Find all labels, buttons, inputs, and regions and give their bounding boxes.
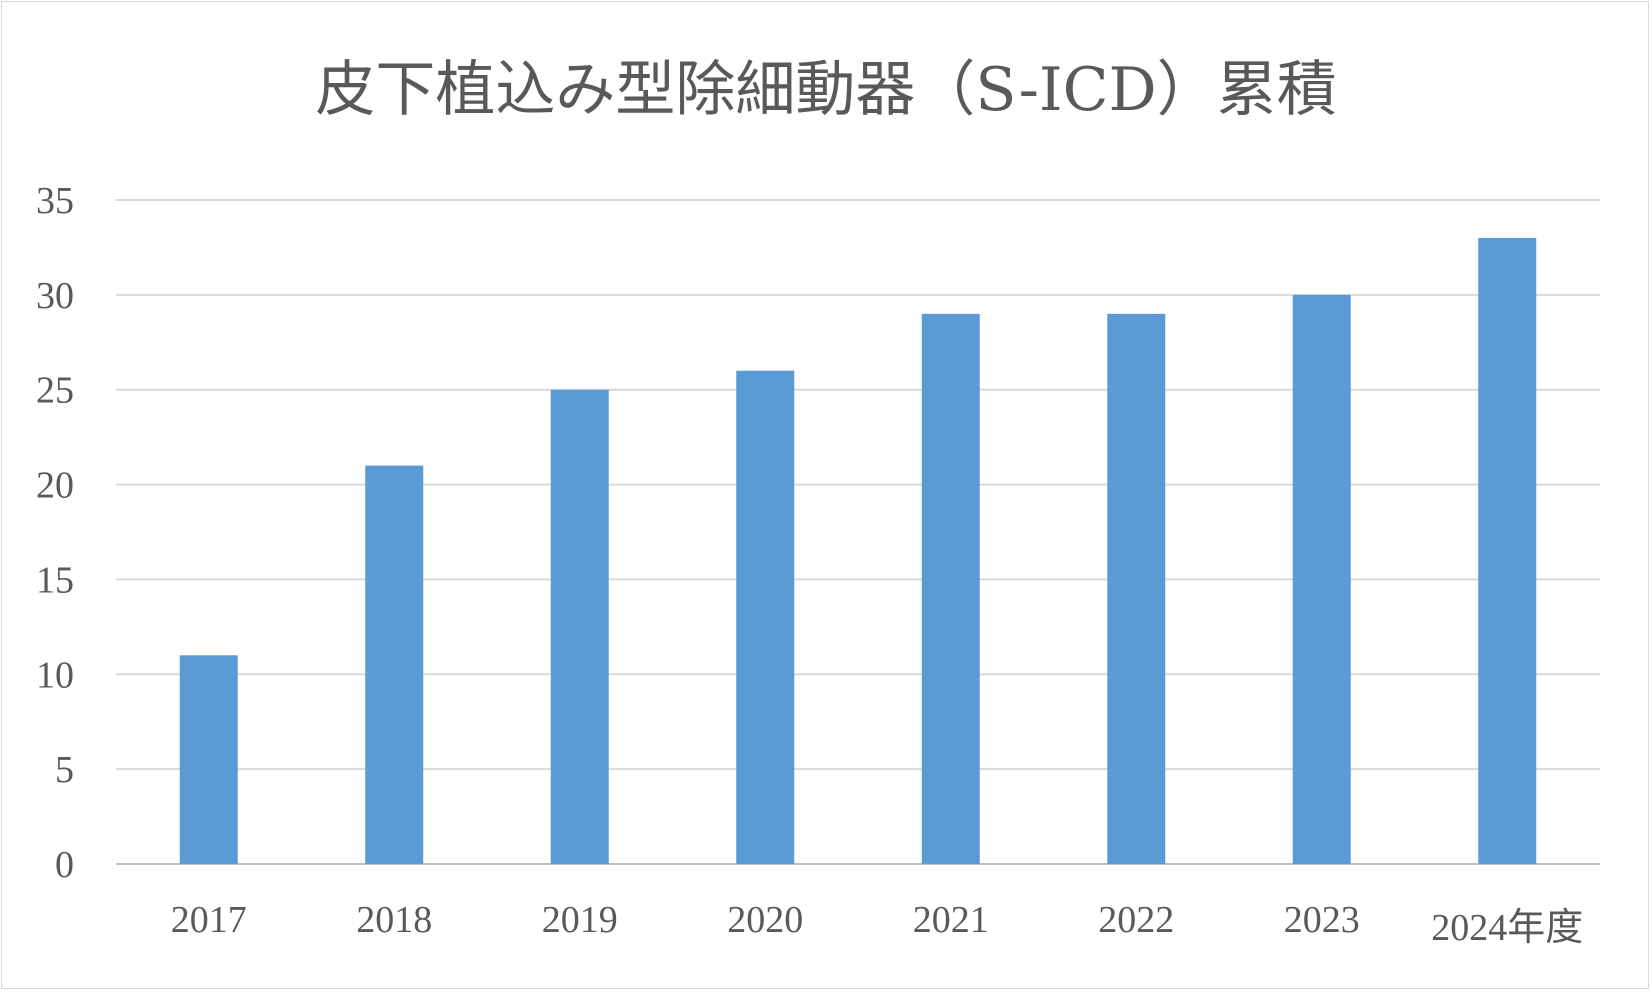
y-tick-label: 0 xyxy=(55,844,74,886)
bar xyxy=(1478,237,1537,864)
x-tick-label: 2018 xyxy=(356,899,432,941)
bar xyxy=(550,389,609,864)
y-tick-label: 20 xyxy=(36,465,74,507)
y-tick-label: 30 xyxy=(36,275,74,317)
x-tick-label: 2017 xyxy=(171,899,247,941)
x-tick-label: 2020 xyxy=(727,899,803,941)
bar xyxy=(736,370,795,864)
bar xyxy=(365,465,424,864)
bar xyxy=(179,655,238,864)
x-axis-ticks: 2017 2018 2019 2020 2021 2022 2023 2024年度 xyxy=(171,899,1584,949)
gridlines xyxy=(116,199,1600,865)
bar xyxy=(921,313,980,864)
y-axis-ticks: 0 5 10 15 20 25 30 35 xyxy=(36,180,74,886)
x-tick-label: 2024年度 xyxy=(1431,907,1583,949)
y-tick-label: 5 xyxy=(55,749,74,791)
bar xyxy=(1292,294,1351,864)
y-tick-label: 15 xyxy=(36,559,74,601)
chart-title: 皮下植込み型除細動器（S-ICD）累積 xyxy=(315,55,1336,125)
x-tick-label: 2019 xyxy=(542,899,618,941)
y-tick-label: 35 xyxy=(36,180,74,222)
y-tick-label: 10 xyxy=(36,654,74,696)
y-tick-label: 25 xyxy=(36,370,74,412)
bar xyxy=(1107,313,1166,864)
bars xyxy=(179,237,1537,864)
x-tick-label: 2021 xyxy=(913,899,989,941)
x-tick-label: 2023 xyxy=(1284,899,1360,941)
x-tick-label: 2022 xyxy=(1098,899,1174,941)
